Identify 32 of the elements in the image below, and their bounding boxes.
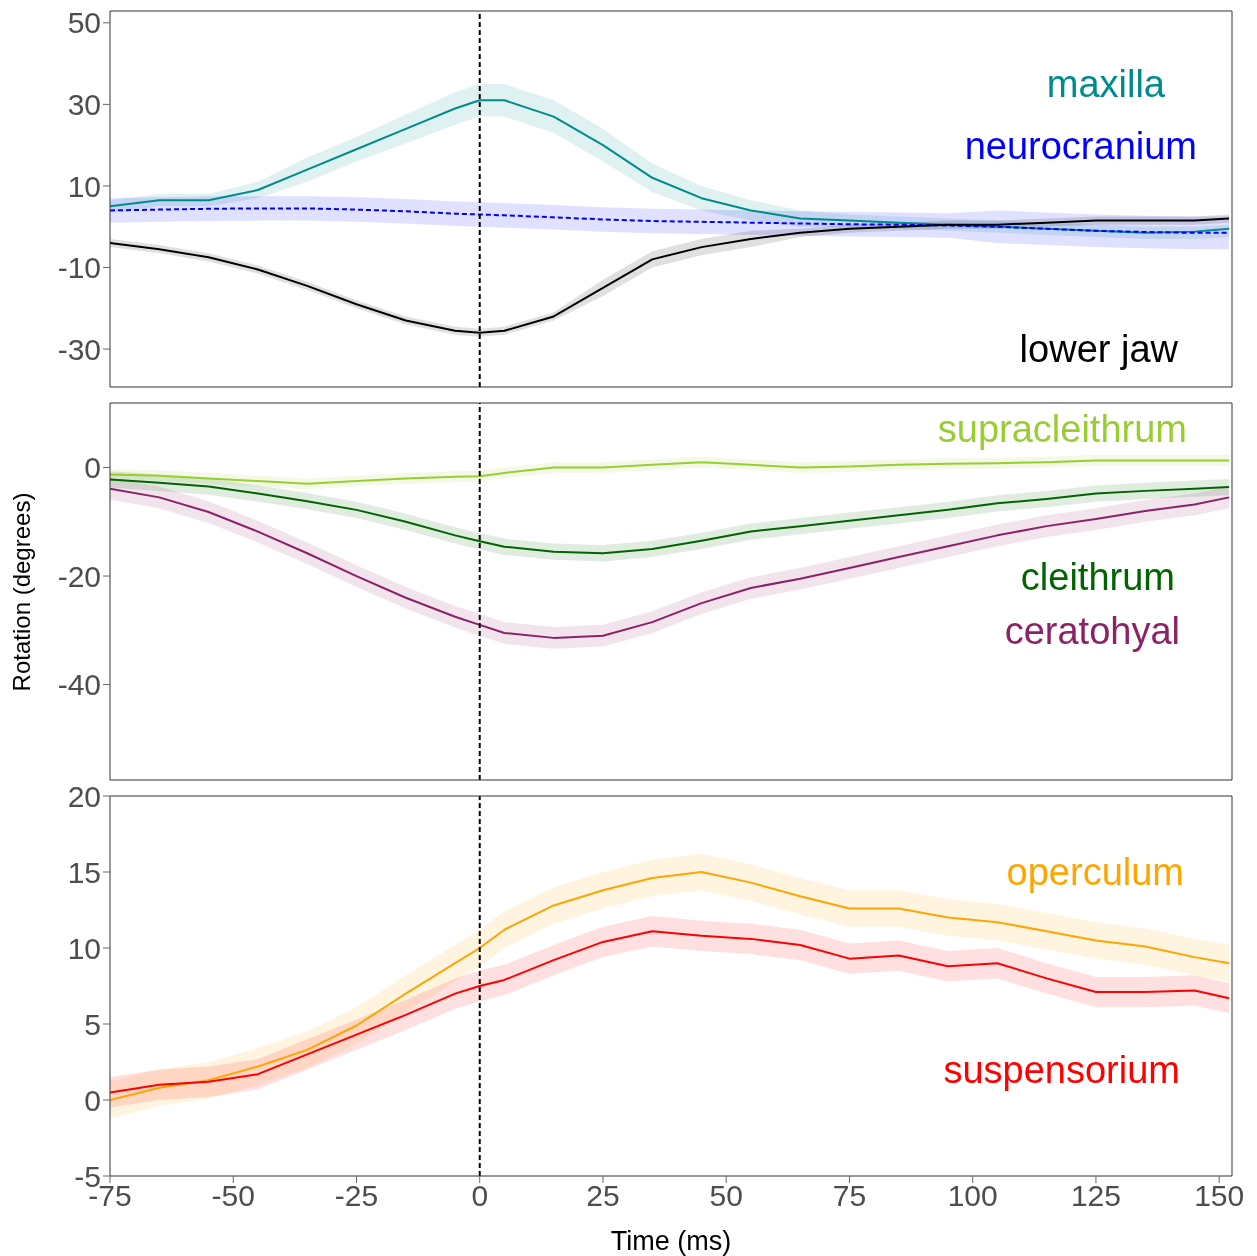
y-tick-label: 30 [67,88,101,122]
y-axis-title: Rotation (degrees) [8,492,36,692]
y-tick-label: 10 [67,169,101,203]
y-tick-label: -40 [57,668,101,702]
text: maxilla [1046,62,1165,107]
y-tick-label: 5 [84,1007,101,1041]
x-tick-label: -25 [334,1179,379,1213]
x-tick-label: 100 [947,1179,998,1213]
y-tick-label: 15 [67,855,101,889]
series-label: operculum [1006,850,1184,895]
y-tick-label: 0 [84,451,101,485]
series-label: neurocranium [964,124,1197,169]
y-tick-label: -30 [57,332,101,366]
y-tick-label: 20 [67,779,101,813]
series-label: suspensorium [943,1048,1180,1093]
x-axis-title: Time (ms) [610,1226,732,1256]
x-tick-label: 50 [709,1179,743,1213]
text: lower jaw [1019,327,1178,372]
x-tick-label: 150 [1194,1179,1245,1213]
y-tick-label: 10 [67,931,101,965]
series-label: ceratohyal [1004,609,1180,654]
x-tick-label: 25 [586,1179,620,1213]
x-tick-label: 75 [832,1179,867,1213]
series-label: supracleithrum [937,407,1187,452]
y-tick-label: 0 [84,1083,101,1117]
y-tick-label: -10 [57,251,101,285]
series-label: cleithrum [1020,555,1175,600]
x-tick-label: 125 [1070,1179,1121,1213]
y-tick-label: 50 [67,6,101,40]
x-tick-label: 0 [471,1179,489,1213]
y-tick-label: -20 [57,559,101,593]
x-tick-label: -50 [211,1179,255,1213]
